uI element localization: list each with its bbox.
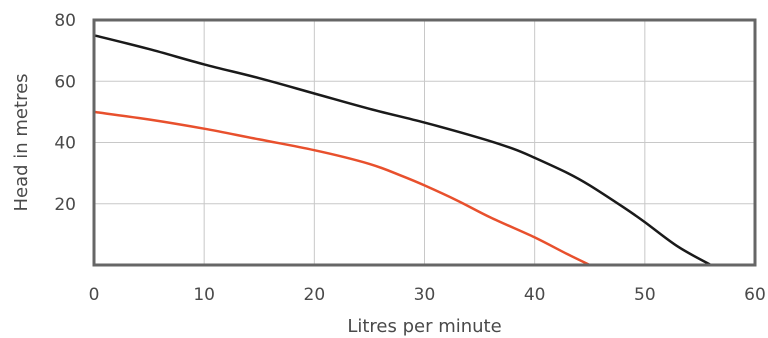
series-line-2	[92, 110, 592, 267]
x-tick-label: 60	[744, 285, 766, 305]
plot-frame	[92, 18, 757, 267]
series-line-1	[92, 34, 713, 267]
x-tick-label: 40	[524, 285, 546, 305]
series-lines	[92, 34, 713, 267]
x-tick-label: 10	[193, 285, 215, 305]
y-tick-label: 20	[54, 195, 76, 215]
x-tick-labels: 0 10 20 30 40 50 60	[89, 285, 766, 305]
y-axis-title: Head in metres	[11, 73, 32, 211]
x-tick-label: 20	[304, 285, 326, 305]
y-tick-label: 40	[54, 134, 76, 154]
x-axis-title: Litres per minute	[347, 316, 501, 337]
grid	[94, 20, 755, 265]
x-tick-label: 0	[89, 285, 100, 305]
y-tick-label: 80	[54, 11, 76, 31]
y-tick-label: 60	[54, 72, 76, 92]
x-tick-label: 30	[414, 285, 436, 305]
x-tick-label: 50	[634, 285, 656, 305]
y-tick-labels: 20 40 60 80	[54, 11, 76, 215]
